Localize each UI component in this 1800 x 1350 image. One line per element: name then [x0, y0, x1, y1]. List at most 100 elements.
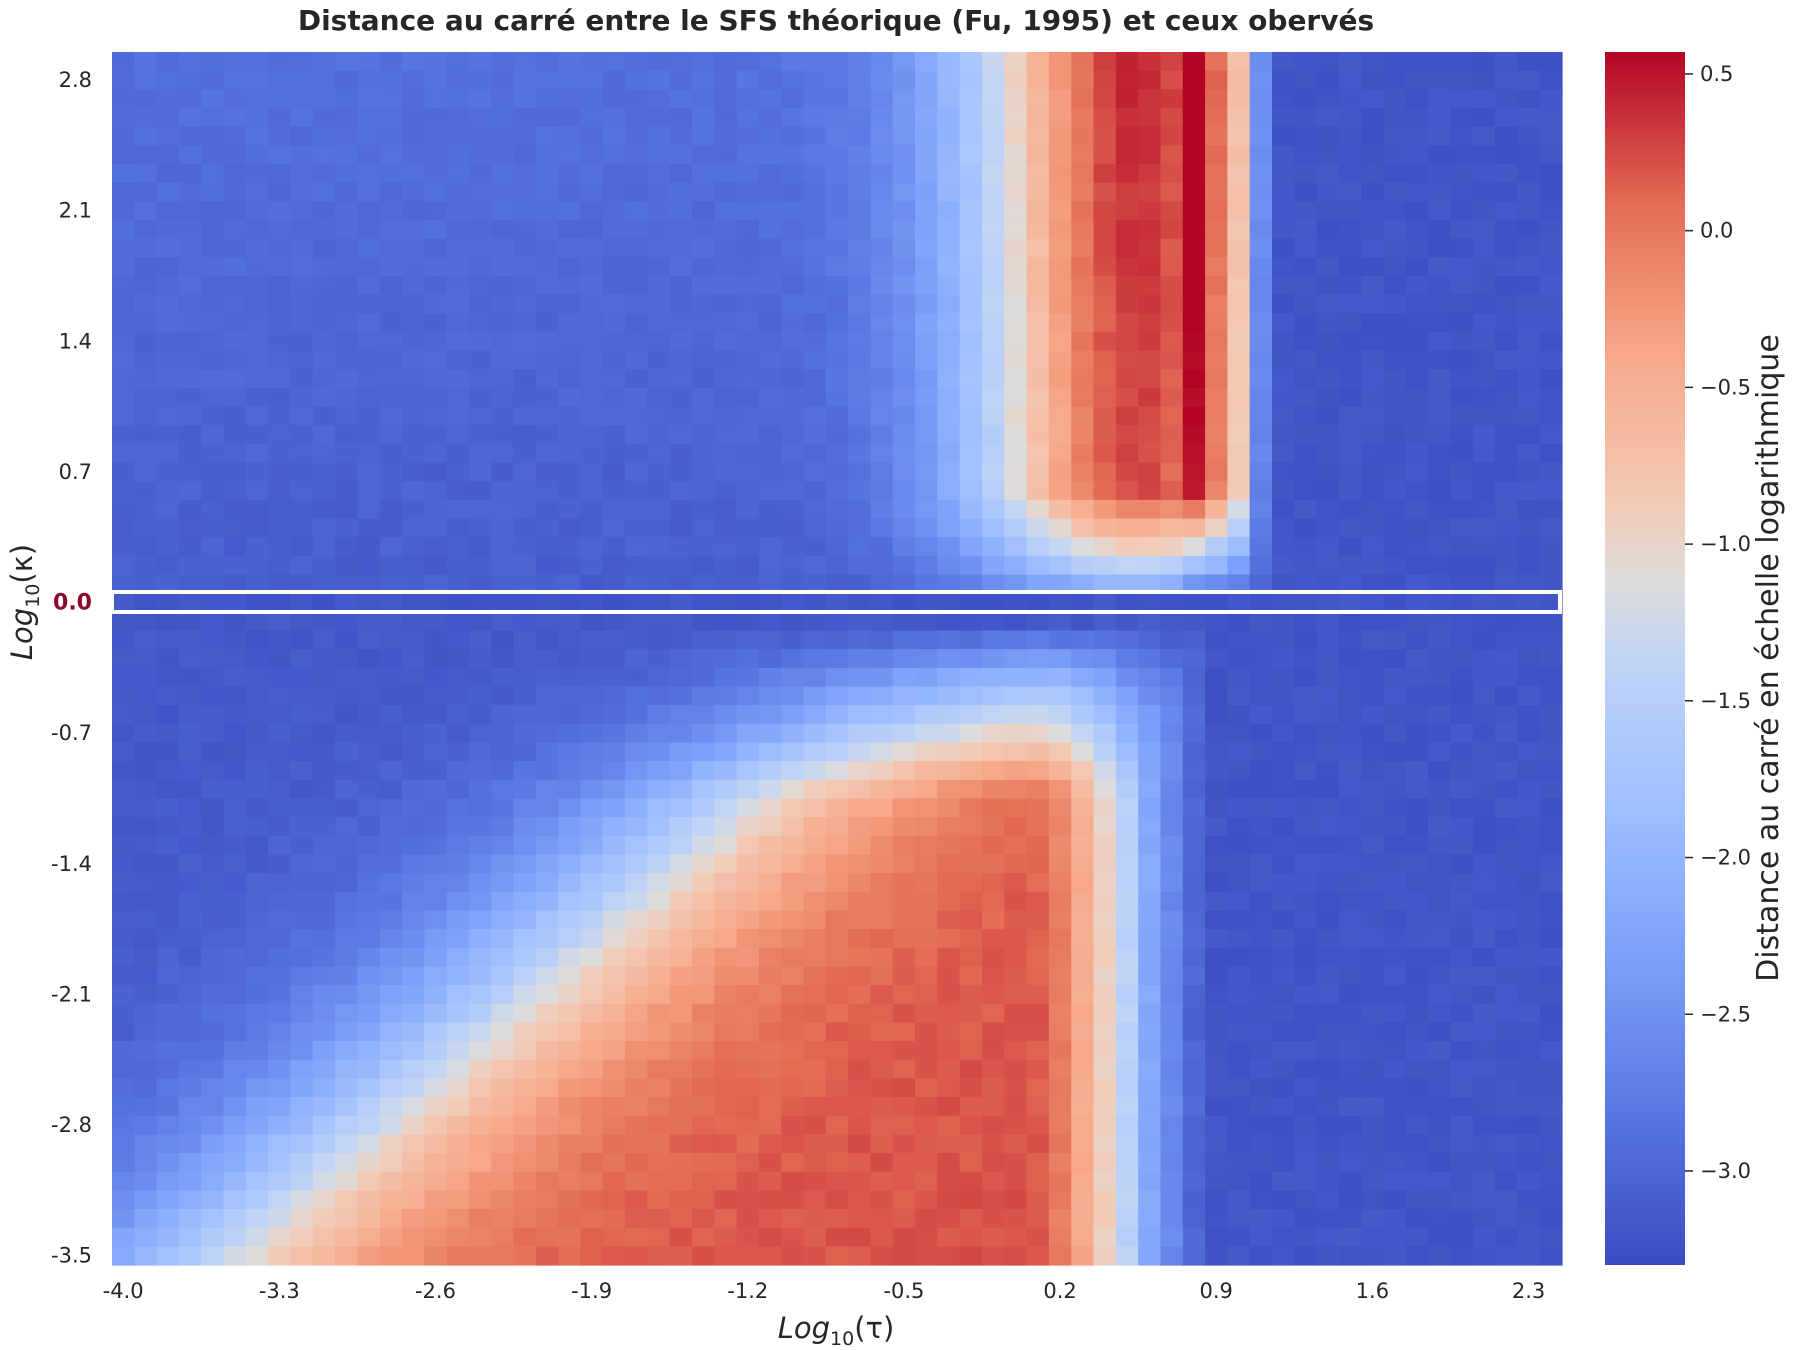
- heatmap-cell: [1227, 294, 1251, 314]
- heatmap-cell: [535, 611, 559, 632]
- heatmap-cell: [1405, 275, 1429, 296]
- heatmap-cell: [1249, 985, 1273, 1005]
- heatmap-cell: [446, 406, 470, 426]
- heatmap-cell: [290, 1097, 314, 1117]
- heatmap-cell: [1004, 667, 1028, 688]
- heatmap-cell: [1361, 518, 1385, 538]
- heatmap-cell: [1539, 387, 1563, 408]
- heatmap-cell: [1517, 462, 1541, 482]
- heatmap-cell: [1405, 107, 1429, 128]
- heatmap-cell: [468, 1078, 492, 1098]
- heatmap-cell: [1138, 779, 1162, 800]
- heatmap-cell: [1205, 219, 1228, 240]
- heatmap-cell: [446, 1227, 470, 1247]
- heatmap-cell: [1004, 649, 1028, 669]
- heatmap-cell: [736, 1153, 760, 1173]
- heatmap-cell: [1026, 443, 1050, 464]
- heatmap-cell: [558, 518, 582, 538]
- heatmap-cell: [201, 686, 225, 706]
- heatmap-cell: [156, 462, 180, 482]
- heatmap-cell: [1450, 481, 1474, 501]
- heatmap-cell: [1093, 1171, 1117, 1191]
- heatmap-cell: [1093, 1078, 1117, 1098]
- heatmap-cell: [915, 1153, 938, 1173]
- heatmap-cell: [1048, 350, 1072, 370]
- heatmap-cell: [201, 201, 225, 221]
- heatmap-cell: [268, 985, 292, 1005]
- heatmap-cell: [1316, 1003, 1340, 1023]
- heatmap-cell: [758, 1190, 782, 1210]
- heatmap-cell: [1495, 667, 1518, 688]
- heatmap-cell: [424, 70, 448, 90]
- heatmap-cell: [379, 1153, 403, 1173]
- heatmap-cell: [535, 462, 559, 482]
- heatmap-cell: [156, 966, 180, 986]
- heatmap-cell: [156, 1059, 180, 1079]
- heatmap-cell: [781, 910, 805, 930]
- heatmap-cell: [112, 1209, 135, 1229]
- heatmap-cell: [1205, 1153, 1228, 1173]
- heatmap-cell: [937, 145, 961, 165]
- heatmap-cell: [112, 425, 135, 445]
- heatmap-cell: [1093, 723, 1117, 744]
- heatmap-cell: [245, 742, 269, 762]
- heatmap-cell: [245, 163, 269, 184]
- heatmap-cell: [1093, 686, 1117, 706]
- heatmap-cell: [1160, 891, 1184, 912]
- heatmap-cell: [513, 107, 537, 128]
- heatmap-cell: [915, 929, 938, 949]
- heatmap-cell: [848, 145, 872, 165]
- heatmap-cell: [1361, 1059, 1385, 1079]
- heatmap-cell: [402, 163, 425, 184]
- heatmap-cell: [1361, 238, 1385, 258]
- heatmap-cell: [937, 761, 961, 781]
- heatmap-cell: [535, 910, 559, 930]
- heatmap-cell: [245, 1190, 269, 1210]
- heatmap-cell: [803, 369, 827, 389]
- heatmap-cell: [848, 1097, 872, 1117]
- heatmap-cell: [1093, 107, 1117, 128]
- heatmap-cell: [803, 705, 827, 725]
- heatmap-cell: [937, 499, 961, 520]
- heatmap-cell: [290, 854, 314, 874]
- heatmap-cell: [1272, 462, 1295, 482]
- heatmap-cell: [937, 835, 961, 856]
- heatmap-cell: [1249, 854, 1273, 874]
- heatmap-cell: [669, 1227, 693, 1247]
- heatmap-cell: [781, 1003, 805, 1023]
- heatmap-cell: [781, 145, 805, 165]
- heatmap-cell: [201, 649, 225, 669]
- heatmap-cell: [1294, 891, 1318, 912]
- heatmap-cell: [1428, 817, 1452, 837]
- heatmap-cell: [290, 1227, 314, 1247]
- heatmap-cell: [1227, 630, 1251, 650]
- heatmap-cell: [535, 891, 559, 912]
- heatmap-cell: [647, 1227, 671, 1247]
- heatmap-cell: [1205, 854, 1228, 874]
- y-tick-label: 0.0: [53, 591, 92, 616]
- heatmap-cell: [736, 910, 760, 930]
- heatmap-cell: [714, 406, 738, 426]
- heatmap-cell: [915, 313, 938, 333]
- heatmap-cell: [156, 779, 180, 800]
- heatmap-cell: [446, 107, 470, 128]
- heatmap-cell: [647, 705, 671, 725]
- heatmap-cell: [1472, 593, 1496, 613]
- heatmap-cell: [1004, 70, 1028, 90]
- heatmap-cell: [1249, 910, 1273, 930]
- heatmap-cell: [915, 667, 938, 688]
- heatmap-cell: [1160, 518, 1184, 538]
- heatmap-cell: [669, 667, 693, 688]
- heatmap-cell: [1227, 238, 1251, 258]
- heatmap-cell: [825, 854, 849, 874]
- heatmap-cell: [1539, 555, 1563, 576]
- heatmap-cell: [1026, 219, 1050, 240]
- heatmap-cell: [1249, 705, 1273, 725]
- heatmap-cell: [178, 1022, 202, 1042]
- heatmap-cell: [1249, 294, 1273, 314]
- heatmap-cell: [870, 443, 894, 464]
- heatmap-cell: [758, 52, 782, 72]
- heatmap-cell: [1361, 854, 1385, 874]
- heatmap-cell: [937, 537, 961, 557]
- heatmap-cell: [1115, 1059, 1139, 1079]
